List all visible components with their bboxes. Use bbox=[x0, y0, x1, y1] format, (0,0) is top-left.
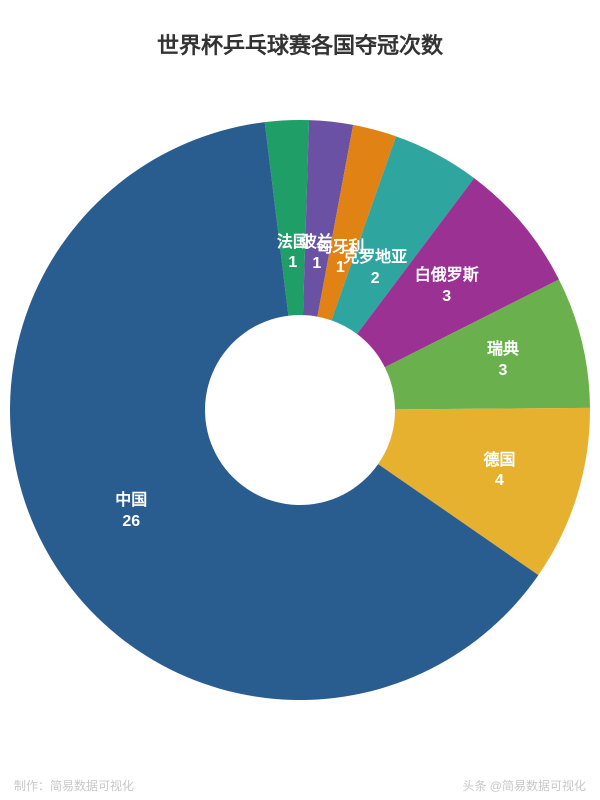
chart-title: 世界杯乒乓球赛各国夺冠次数 bbox=[0, 0, 600, 60]
donut-chart: 法国1波兰1匈牙利1克罗地亚2白俄罗斯3瑞典3德国4中国26 bbox=[10, 120, 590, 700]
footer: 制作：简易数据可视化 头条 @简易数据可视化 bbox=[0, 777, 600, 794]
donut-svg bbox=[10, 120, 590, 700]
footer-right: 头条 @简易数据可视化 bbox=[462, 777, 586, 794]
footer-left: 制作：简易数据可视化 bbox=[14, 777, 134, 794]
